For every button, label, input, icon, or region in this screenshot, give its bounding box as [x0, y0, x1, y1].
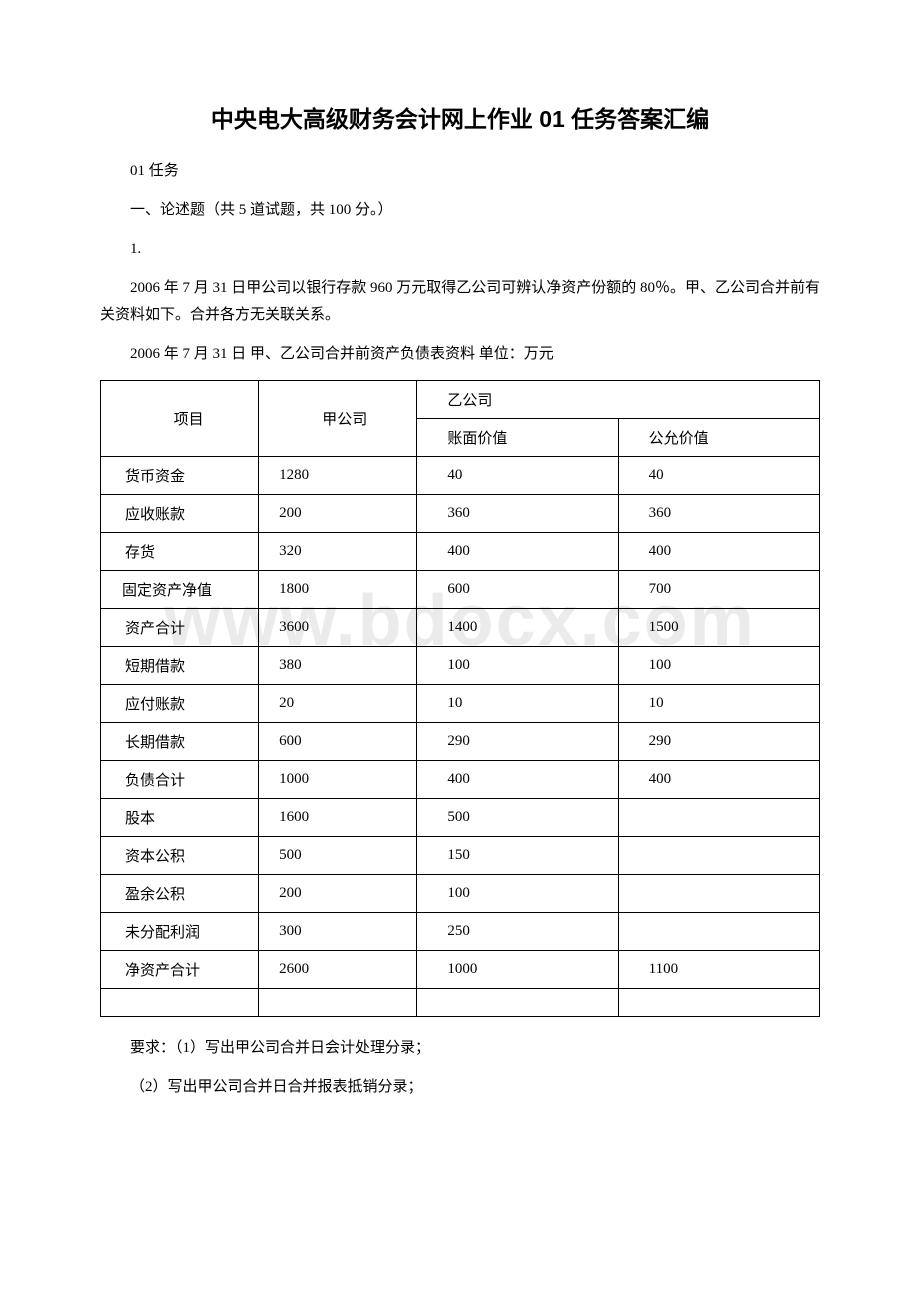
row-value: 290: [618, 723, 819, 761]
row-value: 400: [618, 533, 819, 571]
row-value: 1100: [618, 951, 819, 989]
row-value: 500: [417, 799, 618, 837]
balance-sheet-table: 项目 甲公司 乙公司 账面价值 公允价值 货币资金 1280 40 40 应收账…: [100, 380, 820, 1017]
table-row: 资本公积 500 150: [101, 837, 820, 875]
question-number: 1.: [100, 236, 820, 263]
row-value: 500: [259, 837, 417, 875]
row-value: 200: [259, 875, 417, 913]
row-value: 1000: [259, 761, 417, 799]
table-row: 长期借款 600 290 290: [101, 723, 820, 761]
row-value: 250: [417, 913, 618, 951]
row-value: 1400: [417, 609, 618, 647]
row-value: 40: [417, 457, 618, 495]
row-value: 700: [618, 571, 819, 609]
task-number: 01 任务: [100, 158, 820, 185]
table-empty-row: [101, 989, 820, 1017]
row-value: [618, 913, 819, 951]
table-row: 股本 1600 500: [101, 799, 820, 837]
table-row: 货币资金 1280 40 40: [101, 457, 820, 495]
row-value: 1280: [259, 457, 417, 495]
row-value: 360: [417, 495, 618, 533]
row-value: 10: [417, 685, 618, 723]
table-caption: 2006 年 7 月 31 日 甲、乙公司合并前资产负债表资料 单位：万元: [100, 341, 820, 368]
table-row: 净资产合计 2600 1000 1100: [101, 951, 820, 989]
section-heading: 一、论述题（共 5 道试题，共 100 分。）: [100, 197, 820, 224]
row-label: 短期借款: [101, 647, 259, 685]
page-title: 中央电大高级财务会计网上作业 01 任务答案汇编: [100, 100, 820, 134]
row-value: 400: [417, 761, 618, 799]
table-row: 固定资产净值 1800 600 700: [101, 571, 820, 609]
row-value: 20: [259, 685, 417, 723]
table-row: 应收账款 200 360 360: [101, 495, 820, 533]
row-value: 150: [417, 837, 618, 875]
row-label: 资产合计: [101, 609, 259, 647]
row-label: 资本公积: [101, 837, 259, 875]
row-value: 100: [618, 647, 819, 685]
row-value: 600: [259, 723, 417, 761]
row-label: 应收账款: [101, 495, 259, 533]
row-value: [618, 799, 819, 837]
row-value: 300: [259, 913, 417, 951]
row-label: 净资产合计: [101, 951, 259, 989]
row-value: 380: [259, 647, 417, 685]
row-value: 200: [259, 495, 417, 533]
row-label: 股本: [101, 799, 259, 837]
row-value: 100: [417, 647, 618, 685]
row-value: 40: [618, 457, 819, 495]
question-text: 2006 年 7 月 31 日甲公司以银行存款 960 万元取得乙公司可辨认净资…: [100, 275, 820, 329]
row-value: 1800: [259, 571, 417, 609]
table-row: 负债合计 1000 400 400: [101, 761, 820, 799]
row-label: 应付账款: [101, 685, 259, 723]
header-company-a: 甲公司: [259, 381, 417, 457]
row-value: 1600: [259, 799, 417, 837]
table-row: 存货 320 400 400: [101, 533, 820, 571]
row-value: 3600: [259, 609, 417, 647]
document-content: 中央电大高级财务会计网上作业 01 任务答案汇编 01 任务 一、论述题（共 5…: [100, 100, 820, 1101]
row-value: 10: [618, 685, 819, 723]
table-row: 短期借款 380 100 100: [101, 647, 820, 685]
requirement-2: （2）写出甲公司合并日合并报表抵销分录；: [100, 1074, 820, 1101]
requirement-1: 要求：（1）写出甲公司合并日会计处理分录；: [100, 1035, 820, 1062]
table-row: 未分配利润 300 250: [101, 913, 820, 951]
row-value: 290: [417, 723, 618, 761]
table-row: 盈余公积 200 100: [101, 875, 820, 913]
row-label: 长期借款: [101, 723, 259, 761]
row-value: 2600: [259, 951, 417, 989]
row-value: 600: [417, 571, 618, 609]
row-label: 未分配利润: [101, 913, 259, 951]
header-book-value: 账面价值: [417, 419, 618, 457]
row-label: 固定资产净值: [101, 571, 259, 609]
table-row: 资产合计 3600 1400 1500: [101, 609, 820, 647]
row-value: 400: [417, 533, 618, 571]
row-value: 1500: [618, 609, 819, 647]
header-item: 项目: [101, 381, 259, 457]
row-value: 360: [618, 495, 819, 533]
table-row: 应付账款 20 10 10: [101, 685, 820, 723]
header-company-b-group: 乙公司: [417, 381, 820, 419]
row-value: 320: [259, 533, 417, 571]
table-header-row-1: 项目 甲公司 乙公司: [101, 381, 820, 419]
header-fair-value: 公允价值: [618, 419, 819, 457]
row-value: 400: [618, 761, 819, 799]
row-label: 存货: [101, 533, 259, 571]
row-label: 货币资金: [101, 457, 259, 495]
row-value: 1000: [417, 951, 618, 989]
row-value: 100: [417, 875, 618, 913]
row-label: 负债合计: [101, 761, 259, 799]
row-value: [618, 875, 819, 913]
row-label: 盈余公积: [101, 875, 259, 913]
row-value: [618, 837, 819, 875]
